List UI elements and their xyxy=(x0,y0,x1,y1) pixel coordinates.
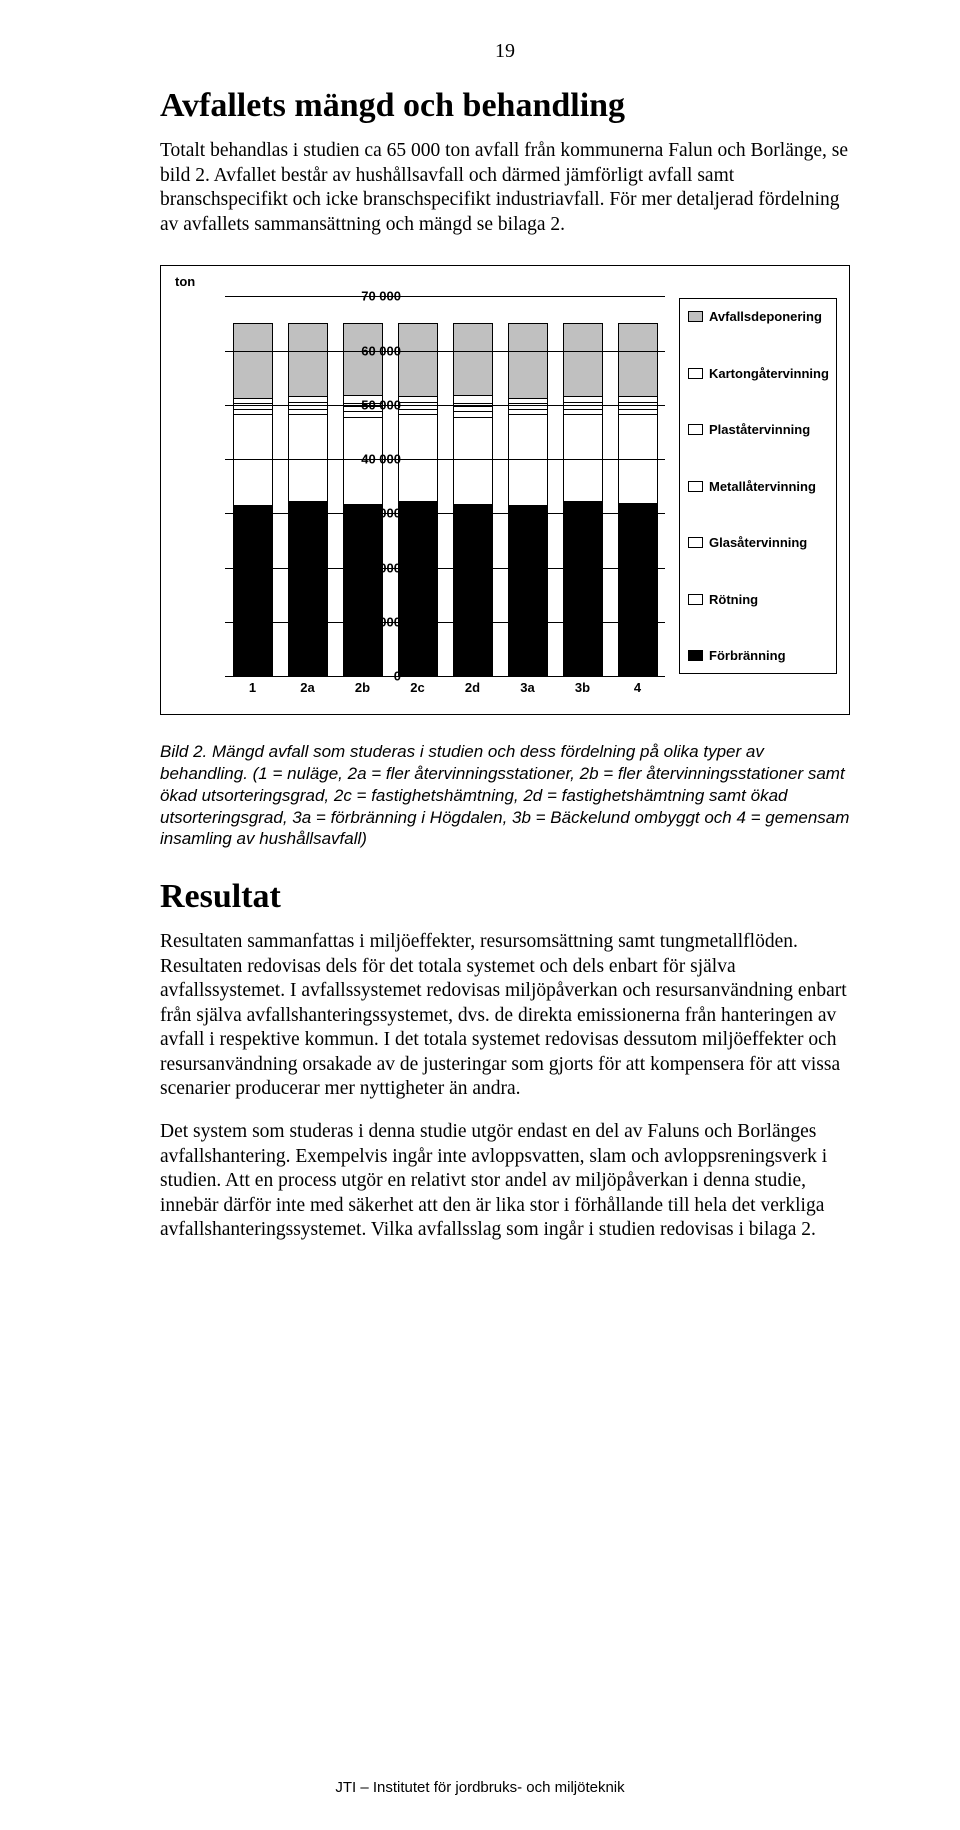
bar-segment-forbranning xyxy=(233,505,273,676)
y-tick-label: 40 000 xyxy=(345,452,401,467)
gridline xyxy=(225,568,665,569)
legend-label: Avfallsdeponering xyxy=(709,309,822,324)
legend-item: Glasåtervinning xyxy=(688,535,828,550)
legend-item: Förbränning xyxy=(688,648,828,663)
bar-segment-rotning xyxy=(288,414,328,502)
legend-label: Rötning xyxy=(709,592,758,607)
y-tick-label: 60 000 xyxy=(345,343,401,358)
section1-para: Totalt behandlas i studien ca 65 000 ton… xyxy=(160,139,850,237)
x-tick-label: 3b xyxy=(563,680,603,695)
legend-item: Rötning xyxy=(688,592,828,607)
bar xyxy=(398,323,438,676)
legend-swatch xyxy=(688,537,703,548)
legend-swatch xyxy=(688,481,703,492)
bar-segment-forbranning xyxy=(343,504,383,676)
footer: JTI – Institutet för jordbruks- och milj… xyxy=(0,1779,960,1796)
bar-segment-deponi xyxy=(508,323,548,397)
legend-swatch xyxy=(688,368,703,379)
legend-label: Kartongåtervinning xyxy=(709,366,829,381)
gridline xyxy=(225,622,665,623)
bar-group xyxy=(225,296,665,676)
bar-segment-forbranning xyxy=(398,501,438,676)
y-tick-label: 70 000 xyxy=(345,289,401,304)
bar-segment-deponi xyxy=(563,323,603,395)
y-axis-title: ton xyxy=(175,274,195,289)
gridline xyxy=(225,405,665,406)
bar xyxy=(233,323,273,676)
bar-segment-deponi xyxy=(233,323,273,397)
y-tick-label: 50 000 xyxy=(345,397,401,412)
x-tick-label: 2d xyxy=(453,680,493,695)
legend-swatch xyxy=(688,650,703,661)
x-tick-label: 4 xyxy=(618,680,658,695)
bar-segment-forbranning xyxy=(508,505,548,676)
section1-title: Avfallets mängd och behandling xyxy=(160,87,850,125)
bar-segment-forbranning xyxy=(563,501,603,676)
bar-segment-rotning xyxy=(398,414,438,501)
page-number: 19 xyxy=(160,40,850,63)
y-tick-label: 30 000 xyxy=(345,506,401,521)
bar-segment-deponi xyxy=(288,323,328,395)
gridline xyxy=(225,296,665,297)
legend-item: Plaståtervinning xyxy=(688,422,828,437)
x-tick-label: 3a xyxy=(508,680,548,695)
legend: Avfallsdeponering Kartongåtervinning Plast… xyxy=(679,298,837,674)
bar xyxy=(618,323,658,676)
bar-segment-deponi xyxy=(398,323,438,395)
y-tick-label: 0 xyxy=(345,669,401,684)
section2-para2: Det system som studeras i denna studie u… xyxy=(160,1120,850,1243)
x-tick-label: 2c xyxy=(398,680,438,695)
bar xyxy=(508,323,548,676)
bar-segment-forbranning xyxy=(453,504,493,676)
x-tick-label: 2a xyxy=(288,680,328,695)
bar-segment-rotning xyxy=(618,414,658,503)
legend-label: Plaståtervinning xyxy=(709,422,810,437)
section2-para1: Resultaten sammanfattas i miljöeffekter,… xyxy=(160,930,850,1102)
bar-segment-deponi xyxy=(618,323,658,396)
gridline xyxy=(225,351,665,352)
section2-title: Resultat xyxy=(160,878,850,916)
x-labels: 12a2b2c2d3a3b4 xyxy=(225,680,665,695)
y-tick-label: 20 000 xyxy=(345,560,401,575)
bar xyxy=(563,323,603,676)
bar-segment-rotning xyxy=(453,417,493,504)
bar-segment-forbranning xyxy=(618,503,658,677)
gridline xyxy=(225,676,665,677)
bar-segment-deponi xyxy=(453,323,493,395)
legend-swatch xyxy=(688,424,703,435)
gridline xyxy=(225,459,665,460)
bar-segment-deponi xyxy=(343,323,383,395)
legend-item: Metallåtervinning xyxy=(688,479,828,494)
waste-chart: ton 12a2b2c2d3a3b4 AvfallsdeponeringKart… xyxy=(160,265,850,715)
plot-area xyxy=(225,296,665,676)
legend-item: Kartongåtervinning xyxy=(688,366,828,381)
bar-segment-forbranning xyxy=(288,501,328,676)
y-tick-label: 10 000 xyxy=(345,614,401,629)
legend-label: Metallåtervinning xyxy=(709,479,816,494)
bar xyxy=(288,323,328,676)
legend-swatch xyxy=(688,594,703,605)
figure-caption: Bild 2. Mängd avfall som studeras i stud… xyxy=(160,741,850,850)
bar-segment-rotning xyxy=(563,414,603,502)
bar-segment-kartong xyxy=(453,395,493,403)
legend-swatch xyxy=(688,311,703,322)
legend-label: Förbränning xyxy=(709,648,786,663)
legend-item: Avfallsdeponering xyxy=(688,309,828,324)
legend-label: Glasåtervinning xyxy=(709,535,807,550)
gridline xyxy=(225,513,665,514)
bar xyxy=(453,323,493,676)
x-tick-label: 1 xyxy=(233,680,273,695)
